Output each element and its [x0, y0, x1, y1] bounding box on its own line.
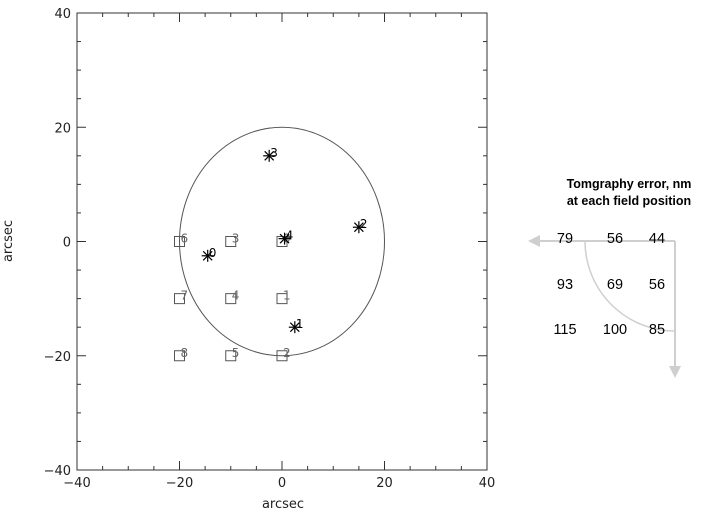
square-point-label: 4: [232, 289, 240, 303]
x-tick-label: 40: [479, 476, 496, 491]
square-marker: 8: [174, 346, 189, 362]
asterisk-marker: 0: [201, 246, 217, 262]
square-marker: 4: [225, 289, 240, 305]
square-marker: 7: [174, 289, 189, 305]
square-point-label: 7: [181, 289, 189, 303]
square-point-label: 8: [181, 346, 189, 360]
asterisk-stroke: [289, 322, 300, 333]
square-point-label: 2: [283, 346, 291, 360]
field-arc: [584, 240, 676, 332]
square-marker: 2: [276, 346, 291, 362]
asterisk-marker: 4: [278, 229, 294, 245]
square-shape: [276, 293, 288, 305]
x-tick-label: 0: [278, 476, 286, 491]
square-point-label: 6: [181, 232, 189, 246]
square-marker: 6: [174, 232, 189, 247]
square-marker: 3: [225, 232, 240, 247]
y-tick-label: −40: [44, 464, 71, 479]
error-value: 93: [556, 277, 574, 293]
y-tick-label: −20: [44, 350, 71, 365]
error-value: 69: [606, 277, 624, 293]
error-value: 115: [553, 322, 577, 338]
y-tick-label: 40: [54, 7, 71, 22]
y-tick-label: 20: [54, 121, 71, 136]
asterisk-point-label: 4: [286, 229, 294, 243]
x-axis-title: arcsec: [262, 497, 304, 512]
asterisk-stroke: [279, 233, 290, 244]
square-shape: [174, 350, 185, 362]
error-value: 79: [556, 231, 574, 247]
asterisk-marker: 3: [263, 146, 278, 162]
y-tick-label: 0: [63, 236, 71, 251]
asterisk-marker: 2: [352, 217, 368, 234]
square-point-label: 3: [232, 232, 240, 246]
asterisk-point-label: 1: [296, 317, 304, 331]
error-panel-title-line1: Tomgraphy error, nm: [566, 177, 692, 191]
asterisk-stroke: [202, 250, 213, 261]
error-value: 56: [606, 231, 624, 247]
field-circle: [179, 126, 385, 357]
asterisk-point-label: 0: [209, 246, 217, 260]
asterisk-marker: 1: [288, 317, 304, 334]
asterisk-point-label: 2: [360, 217, 368, 231]
x-tick-label: 20: [376, 476, 393, 491]
square-shape: [174, 236, 185, 247]
asterisk-stroke: [353, 222, 364, 233]
square-shape: [225, 293, 237, 305]
asterisk-stroke: [264, 150, 275, 161]
down-arrowhead: [669, 366, 681, 378]
left-arrowhead: [528, 235, 540, 247]
x-tick-label: −20: [166, 476, 193, 491]
square-shape: [276, 350, 288, 362]
asterisk-point-label: 3: [270, 146, 278, 160]
square-marker: 5: [225, 346, 240, 362]
square-shape: [225, 350, 237, 362]
square-point-label: 5: [232, 346, 240, 360]
error-panel-title-line2: at each field position: [566, 194, 692, 208]
square-marker: 1: [276, 289, 291, 305]
error-value: 44: [648, 231, 666, 247]
square-shape: [225, 236, 237, 247]
tomography-error-panel: Tomgraphy error, nm at each field positi…: [520, 170, 710, 390]
error-value: 85: [648, 322, 666, 338]
x-tick-label: −40: [63, 476, 90, 491]
square-shape: [174, 293, 185, 305]
field-arrows: [528, 235, 681, 378]
error-value: 56: [648, 277, 666, 293]
y-axis-title: arcsec: [1, 220, 16, 262]
error-value: 100: [602, 322, 628, 338]
square-point-label: 1: [283, 289, 291, 303]
